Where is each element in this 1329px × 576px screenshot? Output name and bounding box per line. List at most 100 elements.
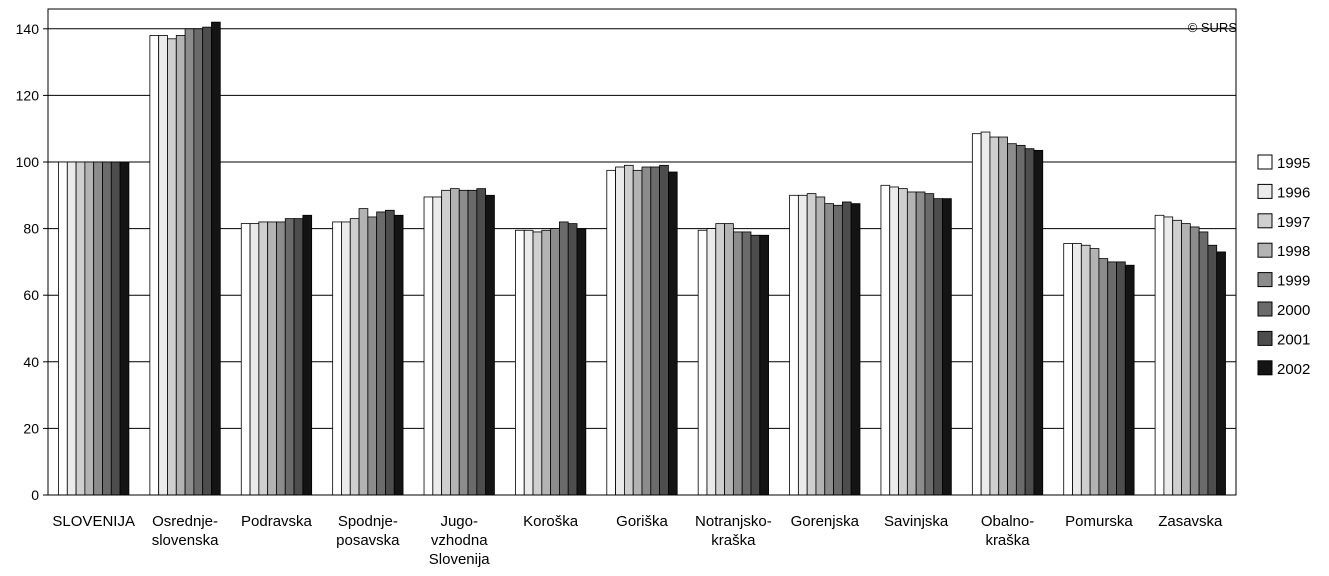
category-label: Koroška (523, 513, 579, 530)
category-label-line: Spodnje- (338, 513, 398, 530)
legend-swatch-2001 (1257, 330, 1273, 346)
bar-1999-9 (915, 191, 926, 496)
bar-1996-3 (341, 221, 351, 496)
bar-1996-11 (1072, 243, 1082, 496)
bar-1995-11 (1063, 243, 1073, 496)
bar-1997-3 (349, 218, 360, 496)
bar-1997-0 (75, 161, 86, 496)
bar-2001-12 (1207, 244, 1218, 496)
legend-label-1997: 1997 (1277, 214, 1310, 231)
bar-2000-8 (833, 204, 843, 496)
bar-1998-6 (632, 169, 643, 496)
bar-1996-6 (615, 166, 625, 496)
category-label: Goriška (616, 513, 668, 530)
category-label: Zasavska (1158, 513, 1223, 530)
bar-1998-12 (1181, 223, 1191, 496)
bar-1995-2 (240, 223, 251, 496)
category-label-line: kraška (711, 532, 756, 549)
legend-swatch-1998 (1257, 242, 1273, 258)
bar-2002-9 (942, 198, 952, 496)
bars (58, 21, 1226, 496)
bar-1999-1 (184, 28, 195, 496)
bar-2002-11 (1124, 264, 1135, 496)
legend-label-2002: 2002 (1277, 361, 1310, 378)
bar-2001-0 (110, 161, 121, 496)
bar-2000-1 (193, 28, 204, 496)
bar-1999-8 (824, 203, 834, 496)
bar-1996-8 (797, 194, 808, 496)
bar-1999-7 (732, 231, 743, 496)
bar-1997-10 (989, 136, 1000, 496)
bar-2002-6 (668, 171, 678, 496)
bar-1998-7 (724, 223, 734, 496)
legend-swatch-1995 (1257, 154, 1273, 170)
y-axis-ticks: 0 20 40 60 80 100 120 140 (16, 21, 48, 503)
category-label-line: Goriška (616, 513, 668, 530)
bar-1997-2 (258, 221, 269, 496)
bar-2002-2 (302, 214, 313, 496)
bar-2001-9 (933, 198, 943, 496)
category-label-line: Jugo- (440, 513, 478, 530)
bar-2000-12 (1198, 231, 1209, 496)
bar-2002-1 (211, 21, 221, 496)
bar-2000-3 (376, 211, 386, 496)
bar-1995-3 (332, 221, 342, 496)
bar-2001-5 (567, 223, 578, 496)
bar-2000-11 (1107, 261, 1117, 496)
category-label-line: Osrednje- (152, 513, 218, 530)
bar-1996-9 (889, 186, 899, 496)
bar-1998-4 (450, 188, 460, 496)
category-label-line: kraška (985, 532, 1030, 549)
bar-2000-0 (102, 161, 112, 496)
bar-1998-10 (998, 136, 1008, 496)
bar-2000-5 (559, 221, 569, 496)
category-label: Spodnje-posavska (336, 513, 400, 549)
bar-2001-2 (293, 218, 304, 496)
category-label-line: Savinjska (884, 513, 949, 530)
bar-1998-5 (541, 229, 552, 496)
bar-2002-0 (119, 161, 130, 496)
bar-1995-8 (789, 194, 799, 496)
bar-1996-4 (432, 196, 443, 496)
category-label-line: posavska (336, 532, 400, 549)
bar-2000-9 (924, 193, 935, 496)
y-tick-label: 20 (23, 420, 39, 436)
category-label-line: SLOVENIJA (52, 513, 135, 530)
bar-2002-5 (576, 228, 587, 496)
category-label: Jugo-vzhodna Slovenija (429, 513, 491, 568)
bar-1995-9 (880, 184, 891, 496)
category-label: Savinjska (884, 513, 949, 530)
y-tick-label: 60 (23, 287, 39, 303)
bar-1998-1 (175, 35, 186, 496)
axes (47, 8, 1237, 496)
bar-2000-10 (1015, 144, 1026, 496)
bar-1997-7 (715, 223, 725, 496)
bar-1997-4 (441, 189, 451, 496)
bar-1997-5 (532, 231, 543, 496)
y-tick-label: 100 (16, 154, 40, 170)
bar-1998-9 (906, 191, 917, 496)
legend-label-1999: 1999 (1277, 273, 1310, 290)
bar-1995-4 (423, 196, 434, 496)
bar-1995-0 (58, 161, 68, 496)
bar-1998-8 (815, 196, 826, 496)
bar-1999-3 (367, 216, 378, 496)
bar-1995-5 (515, 229, 525, 496)
bar-1999-2 (276, 221, 286, 496)
copyright-label: © SURS (1188, 20, 1238, 35)
y-tick-label: 120 (16, 87, 40, 103)
bar-2002-3 (393, 214, 404, 496)
bar-2000-6 (650, 166, 660, 496)
bar-2001-6 (659, 164, 669, 496)
category-label: Podravska (241, 513, 313, 530)
bar-1997-1 (167, 38, 177, 496)
legend: 1995 1996 1997 1998 1999 2000 2001 2002 (1257, 154, 1310, 378)
legend-label-1998: 1998 (1277, 243, 1310, 260)
legend-swatch-2000 (1257, 301, 1273, 317)
category-label: Pomurska (1065, 513, 1133, 530)
y-tick-label: 0 (31, 487, 39, 503)
category-label-line: Podravska (241, 513, 313, 530)
category-label-line: Slovenija (429, 551, 491, 568)
bar-1998-3 (358, 208, 369, 496)
bar-1996-7 (706, 228, 717, 496)
